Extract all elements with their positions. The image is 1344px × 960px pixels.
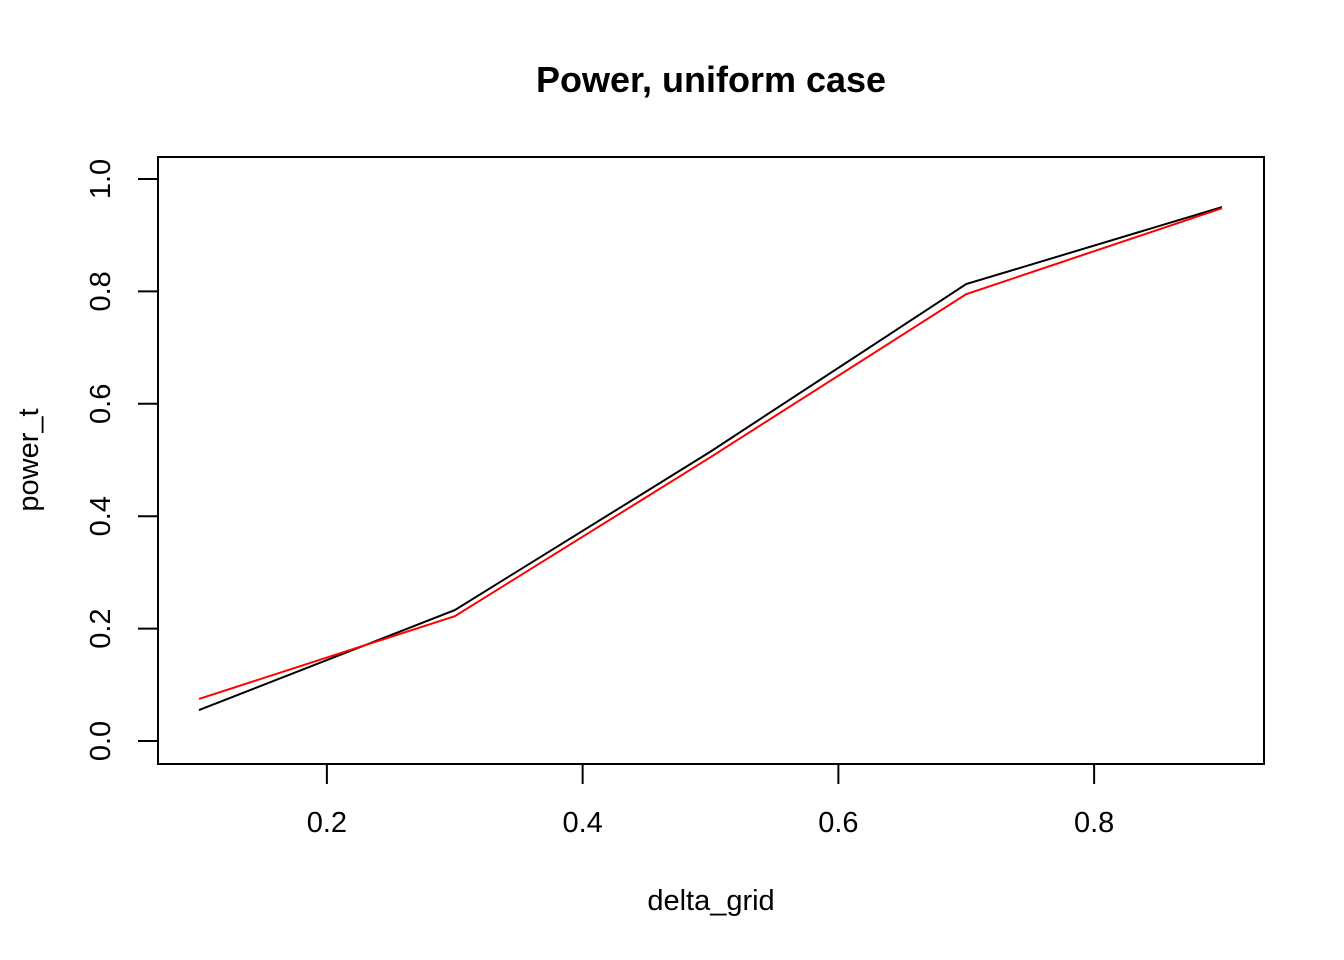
series-line-1 (198, 206, 1223, 712)
y-axis: 0.0 0.2 0.4 0.6 0.8 1.0 (85, 159, 159, 761)
y-tick-label: 0.4 (85, 496, 117, 536)
x-axis: 0.2 0.4 0.6 0.8 (307, 763, 1114, 839)
x-tick-label: 0.2 (307, 807, 347, 839)
plot-frame (157, 156, 1265, 765)
x-tick-label: 0.6 (818, 807, 858, 839)
x-axis-label: delta_grid (647, 885, 774, 917)
y-axis-label: power_t (13, 408, 45, 511)
chart-title: Power, uniform case (536, 59, 886, 100)
y-tick-label: 0.2 (85, 608, 117, 648)
series-group (198, 206, 1223, 712)
y-tick-label: 0.8 (85, 271, 117, 311)
x-tick-label: 0.8 (1074, 807, 1114, 839)
series-line-2 (198, 207, 1223, 700)
y-tick-label: 0.6 (85, 384, 117, 424)
y-tick-label: 1.0 (85, 159, 117, 199)
x-tick-label: 0.4 (562, 807, 602, 839)
y-tick-label: 0.0 (85, 721, 117, 761)
